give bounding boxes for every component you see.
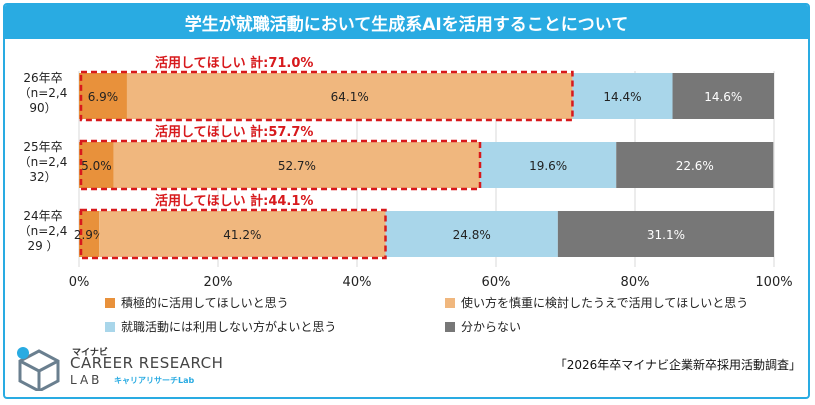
legend-label-2: 使い方を慎重に検討したうえで活用してほしいと思う (461, 296, 749, 310)
logo-line2: LAB (70, 373, 103, 387)
cube-logo-icon (17, 347, 60, 393)
annotation-label-1: 活用してほしい 計:57.7% (155, 124, 313, 140)
annotation-label-0: 活用してほしい 計:71.0% (155, 55, 313, 71)
data-label-0-1: 64.1% (331, 90, 369, 104)
bar-segment-2-0 (79, 211, 100, 257)
legend-swatch-2 (445, 297, 455, 308)
bar-segment-1-1 (113, 142, 481, 188)
data-label-1-1: 52.7% (278, 159, 316, 173)
legend-item-1: 積極的に活用してほしいと思う (105, 294, 289, 311)
category-label-0: 26年卒（n=2,4 90） (19, 71, 68, 115)
data-label-2-2: 24.8% (453, 228, 491, 242)
data-label-0-2: 14.4% (603, 90, 641, 104)
x-tick-label-0: 0% (69, 275, 90, 290)
bar-segment-0-1 (126, 73, 573, 119)
data-label-0-0: 6.9% (88, 90, 119, 104)
bar-segment-1-3 (616, 142, 774, 188)
data-label-0-3: 14.6% (704, 90, 742, 104)
bar-segment-0-3 (672, 73, 774, 119)
chart-frame: 学生が就職活動において生成系AIを活用することについて 0% 20% 40% 60% 8… (3, 3, 810, 399)
bar-segment-1-0 (79, 142, 114, 188)
annotation-box-2 (79, 208, 387, 260)
legend-swatch-4 (445, 321, 455, 332)
stacked-bar-chart: 0% 20% 40% 60% 80% 100% 26年卒（n=2,4 90） 25年卒（n=2,… (19, 55, 793, 290)
legend-item-4: 分からない (445, 318, 521, 335)
bar-segment-1-2 (480, 142, 617, 188)
bar-segment-2-3 (557, 211, 774, 257)
annotation-label-2: 活用してほしい 計:44.1% (155, 193, 313, 209)
data-label-1-0: 5.0% (81, 159, 112, 173)
data-label-2-1: 41.2% (223, 228, 261, 242)
x-tick-label-5: 100% (755, 275, 792, 290)
legend-label-4: 分からない (461, 320, 522, 334)
logo-sub: キャリアリサーチLab (114, 376, 195, 385)
category-label-1: 25年卒（n=2,4 32） (19, 140, 68, 184)
chart-title: 学生が就職活動において生成系AIを活用することについて (5, 5, 808, 39)
x-tick-label-1: 20% (204, 275, 233, 290)
annotation-box-1 (79, 139, 482, 191)
legend-swatch-3 (105, 321, 115, 332)
legend-item-2: 使い方を慎重に検討したうえで活用してほしいと思う (445, 294, 748, 311)
annotation-box-0 (79, 70, 574, 122)
x-tick-label-4: 80% (621, 275, 650, 290)
legend-label-3: 就職活動には利用しない方がよいと思う (121, 320, 337, 334)
source-note: 「2026年卒マイナビ企業新卒採用活動調査」 (554, 358, 801, 372)
x-tick-label-3: 60% (482, 275, 511, 290)
data-label-1-2: 19.6% (529, 159, 567, 173)
data-label-2-3: 31.1% (647, 228, 685, 242)
logo-company: マイナビ (72, 348, 108, 358)
logo-line1: CAREER RESEARCH (70, 354, 224, 372)
data-label-1-3: 22.6% (676, 159, 714, 173)
legend-label-1: 積極的に活用してほしいと思う (121, 296, 289, 310)
legend-item-3: 就職活動には利用しない方がよいと思う (105, 318, 336, 335)
x-tick-label-2: 40% (343, 275, 372, 290)
category-label-2: 24年卒（n=2,4 29 ） (19, 209, 68, 253)
career-research-lab-logo: マイナビ CAREER RESEARCH LAB キャリアリサーチLab (14, 345, 234, 393)
bar-segment-0-2 (572, 73, 673, 119)
bar-segment-2-1 (99, 211, 386, 257)
bar-segment-2-2 (385, 211, 558, 257)
bar-segment-0-0 (79, 73, 127, 119)
legend-swatch-1 (105, 297, 115, 308)
